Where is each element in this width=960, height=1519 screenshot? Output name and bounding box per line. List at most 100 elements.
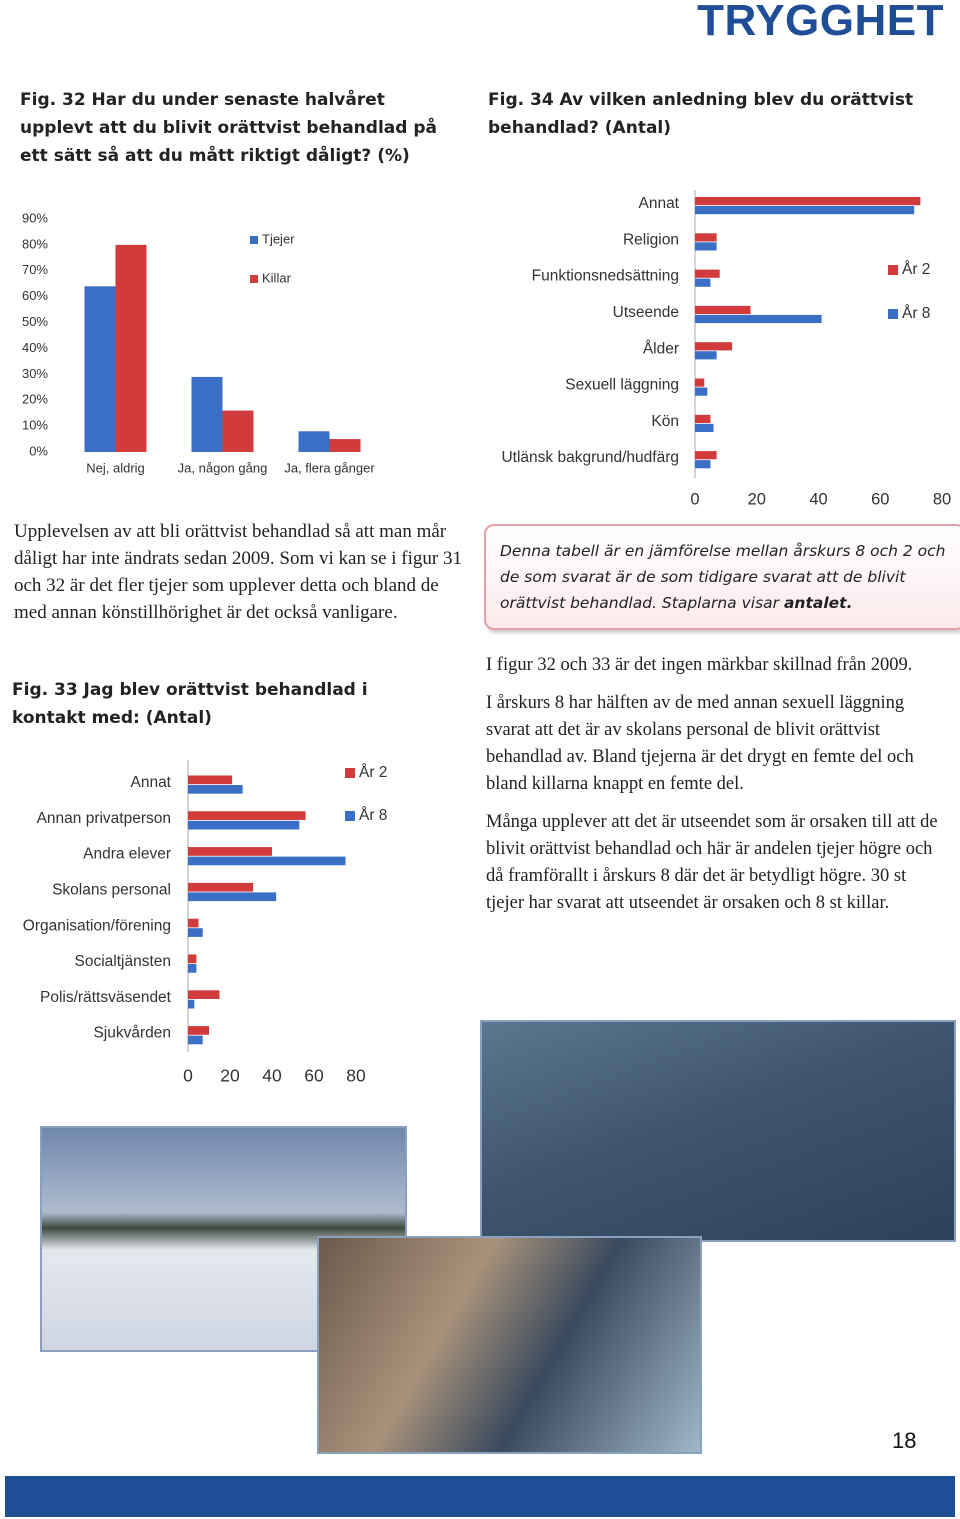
bar xyxy=(695,378,705,387)
legend-swatch xyxy=(345,768,355,778)
bar xyxy=(222,410,254,452)
y-tick-label: Annat xyxy=(130,774,171,791)
callout-text: Denna tabell är en jämförelse mellan års… xyxy=(500,542,946,612)
bar xyxy=(695,305,751,315)
photo-cafe xyxy=(317,1236,702,1454)
bar xyxy=(188,811,306,820)
bar xyxy=(188,954,197,964)
y-tick-label: Socialtjänsten xyxy=(74,953,171,970)
y-tick-label: 90% xyxy=(22,210,48,225)
x-tick-label: 60 xyxy=(304,1066,324,1086)
y-tick-label: Annat xyxy=(638,195,679,212)
legend-label: År 8 xyxy=(902,305,930,322)
bar xyxy=(188,1026,209,1035)
x-tick-label: Ja, någon gång xyxy=(178,460,268,475)
y-tick-label: Sjukvården xyxy=(93,1025,171,1042)
figure-title: Fig. 34 Av vilken anledning blev du orät… xyxy=(488,90,914,138)
y-tick-label: 30% xyxy=(22,366,48,381)
bar xyxy=(188,999,195,1009)
bar xyxy=(695,314,822,324)
legend-label: År 8 xyxy=(359,807,387,824)
x-tick-label: 20 xyxy=(220,1066,240,1086)
y-tick-label: 80% xyxy=(22,236,48,251)
bar xyxy=(329,439,361,452)
x-tick-label: 40 xyxy=(809,490,827,508)
bar xyxy=(188,856,346,866)
y-tick-label: Skolans personal xyxy=(52,881,171,898)
bar xyxy=(188,928,203,937)
x-tick-label: Ja, flera gånger xyxy=(284,460,375,475)
bar xyxy=(188,847,272,856)
body-column: I figur 32 och 33 är det ingen märkbar s… xyxy=(486,652,948,928)
y-tick-label: 60% xyxy=(22,288,48,303)
bar xyxy=(695,342,733,351)
x-tick-label: 60 xyxy=(871,490,889,508)
body-text: Upplevelsen av att bli orättvist behandl… xyxy=(14,521,462,623)
x-tick-label: 80 xyxy=(933,490,951,508)
bar xyxy=(695,233,717,242)
bar xyxy=(695,451,717,460)
y-tick-label: Utlänsk bakgrund/hudfärg xyxy=(501,449,679,466)
x-tick-label: 20 xyxy=(748,490,766,508)
legend-label: Tjejer xyxy=(262,231,295,246)
y-tick-label: Kön xyxy=(651,413,679,430)
bar xyxy=(695,197,921,206)
legend-label: År 2 xyxy=(359,764,387,781)
bar xyxy=(188,892,277,902)
y-tick-label: 40% xyxy=(22,340,48,355)
y-tick-label: Annan privatperson xyxy=(37,810,171,827)
legend-label: Killar xyxy=(262,270,292,285)
x-tick-label: 40 xyxy=(262,1066,282,1086)
photo-swimming xyxy=(480,1020,956,1242)
bar xyxy=(695,387,708,396)
y-tick-label: Andra elever xyxy=(83,846,171,863)
figure-title: Fig. 32 Har du under senaste halvåret up… xyxy=(20,90,437,166)
bar xyxy=(188,785,243,794)
y-tick-label: 20% xyxy=(22,392,48,407)
page-number: 18 xyxy=(892,1428,917,1453)
bar xyxy=(695,242,717,251)
x-tick-label: 0 xyxy=(183,1066,193,1086)
x-tick-label: 80 xyxy=(346,1066,366,1086)
bar xyxy=(115,244,147,452)
x-tick-label: Nej, aldrig xyxy=(86,460,145,475)
bar xyxy=(188,964,197,973)
bar xyxy=(191,376,223,452)
bar xyxy=(695,423,714,432)
footer-bar xyxy=(5,1476,955,1517)
legend-swatch xyxy=(345,811,355,821)
y-tick-label: 50% xyxy=(22,314,48,329)
bar xyxy=(695,206,915,215)
y-tick-label: Ålder xyxy=(643,340,679,357)
y-tick-label: Utseende xyxy=(613,304,679,321)
y-tick-label: 0% xyxy=(29,443,48,458)
bar xyxy=(188,820,300,830)
bar xyxy=(695,351,717,360)
bar xyxy=(695,278,711,287)
callout-emphasis: antalet. xyxy=(783,594,853,612)
figure-title: Fig. 33 Jag blev orättvist behandlad i k… xyxy=(12,680,368,728)
legend-label: År 2 xyxy=(902,261,930,278)
y-tick-label: Funktionsnedsättning xyxy=(532,268,679,285)
bar xyxy=(298,431,330,452)
legend-swatch xyxy=(250,275,258,283)
bar xyxy=(188,1035,203,1045)
bar xyxy=(695,460,711,469)
legend-swatch xyxy=(250,236,258,244)
legend-swatch xyxy=(888,309,898,319)
bar xyxy=(84,286,116,452)
header-title: TRYGGHET xyxy=(697,0,944,45)
y-tick-label: Organisation/förening xyxy=(23,917,171,934)
y-tick-label: Polis/rättsväsendet xyxy=(40,989,172,1006)
paragraph: I årskurs 8 har hälften av de med annan … xyxy=(486,693,914,794)
paragraph: I figur 32 och 33 är det ingen märkbar s… xyxy=(486,655,913,675)
bar xyxy=(188,882,254,892)
paragraph: Många upplever att det är utseendet som … xyxy=(486,812,938,913)
x-tick-label: 0 xyxy=(690,490,699,508)
bar xyxy=(695,414,711,423)
y-tick-label: Sexuell läggning xyxy=(565,377,679,394)
bar xyxy=(188,775,233,785)
callout: Denna tabell är en jämförelse mellan års… xyxy=(484,524,960,630)
